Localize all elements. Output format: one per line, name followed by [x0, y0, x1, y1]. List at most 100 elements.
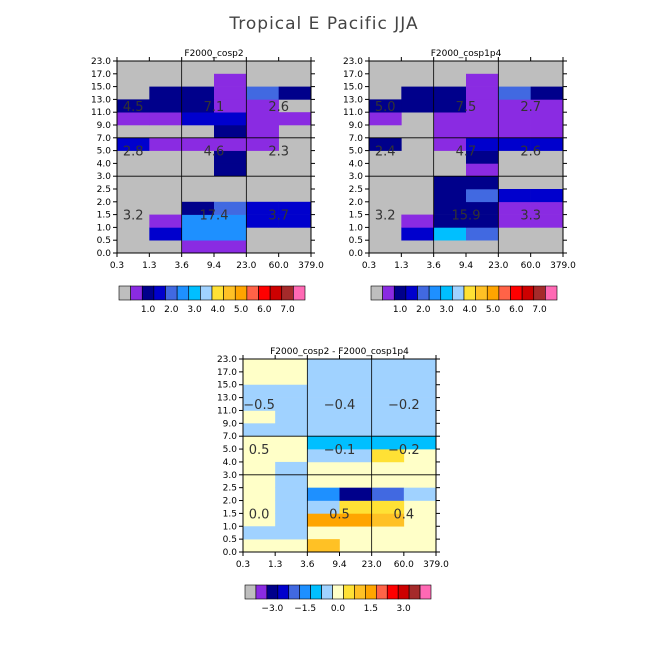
colorbar-label: 6.0: [509, 305, 524, 315]
colorbar-swatch: [130, 285, 143, 301]
heatmap-cell: [214, 214, 247, 228]
heatmap-cell: [433, 86, 467, 100]
heatmap-cell: [530, 137, 564, 151]
heatmap-cell: [214, 201, 247, 215]
x-tick-label: 379.0: [423, 560, 449, 570]
heatmap-cell: [214, 137, 247, 151]
colorbar-swatch: [277, 584, 290, 600]
colorbar-swatch: [223, 285, 236, 301]
heatmap-cell: [433, 227, 467, 241]
heatmap-cell: [403, 359, 437, 373]
x-tick-label: 9.4: [332, 560, 347, 570]
x-tick-label: 3.6: [427, 261, 442, 271]
heatmap-cell: [403, 487, 437, 501]
heatmap-cell: [181, 86, 215, 100]
heatmap-cell: [466, 189, 499, 203]
y-tick-label: 4.0: [97, 159, 112, 169]
heatmap-cell: [149, 112, 182, 126]
y-tick-label: 7.0: [223, 432, 238, 442]
y-tick-label: 23.0: [91, 57, 111, 67]
y-tick-label: 13.0: [217, 394, 237, 404]
y-tick-label: 23.0: [217, 355, 237, 365]
heatmap-cell: [466, 176, 499, 190]
heatmap-cell: [243, 526, 276, 540]
heatmap-cell: [246, 125, 279, 139]
region-mean-label: −0.4: [324, 398, 356, 413]
heatmap-cell: [339, 436, 372, 450]
heatmap-cell: [214, 73, 247, 87]
heatmap-cell: [466, 86, 499, 100]
heatmap-cell: [498, 189, 531, 203]
colorbar-swatch: [375, 584, 388, 600]
heatmap-cell: [246, 137, 279, 151]
heatmap-cell: [498, 99, 531, 113]
heatmap-cell: [278, 112, 312, 126]
region-mean-label: 2.7: [520, 100, 541, 115]
heatmap-cell: [181, 137, 215, 151]
heatmap-cell: [307, 410, 340, 424]
heatmap-cell: [466, 201, 499, 215]
heatmap-cell: [371, 487, 405, 501]
heatmap-cell: [307, 384, 340, 398]
heatmap-cell: [433, 176, 467, 190]
heatmap-cell: [275, 500, 308, 514]
heatmap-cell: [117, 99, 150, 113]
x-tick-label: 3.6: [300, 560, 315, 570]
heatmap-cell: [403, 397, 437, 411]
heatmap-cell: [433, 112, 467, 126]
y-tick-label: 1.0: [97, 223, 112, 233]
heatmap-cell: [530, 99, 564, 113]
region-mean-label: 15.9: [452, 209, 481, 224]
y-tick-label: 23.0: [343, 57, 363, 67]
region-mean-label: 0.4: [393, 507, 414, 522]
heatmap-cell: [403, 384, 437, 398]
colorbar-swatch: [417, 285, 430, 301]
x-tick-label: 9.4: [459, 261, 474, 271]
region-mean-label: 0.5: [329, 507, 350, 522]
colorbar-swatch: [299, 584, 311, 600]
colorbar-label: 2.0: [164, 305, 179, 315]
y-tick-label: 2.0: [97, 198, 112, 208]
heatmap-panel-2: 0.3 1.3 3.6 9.4 23.0 60.0 379.0 0.0 0.5 1.0 1.5 2.0…: [343, 49, 576, 271]
y-tick-label: 7.0: [349, 134, 364, 144]
colorbar-swatch: [365, 584, 377, 600]
heatmap-cell: [181, 201, 215, 215]
y-tick-label: 15.0: [217, 381, 237, 391]
region-mean-label: −0.5: [243, 398, 275, 413]
y-tick-label: 1.0: [223, 522, 238, 532]
heatmap-cell: [307, 500, 340, 514]
colorbar-swatch: [266, 584, 279, 600]
x-tick-label: 9.4: [207, 261, 222, 271]
region-mean-label: −0.2: [388, 398, 420, 413]
colorbar: 1.0 2.0 3.0 4.0 5.0 6.0 7.0: [370, 285, 558, 315]
heatmap-cell: [307, 397, 340, 411]
heatmap-cell: [466, 227, 499, 241]
colorbar-label: 0.0: [331, 604, 346, 614]
y-tick-label: 17.0: [217, 368, 237, 378]
colorbar-swatch: [386, 584, 399, 600]
heatmap-cell: [214, 125, 247, 139]
colorbar-swatch: [293, 285, 306, 301]
x-tick-label: 23.0: [362, 560, 382, 570]
y-tick-label: 3.0: [97, 172, 112, 182]
colorbar-swatch: [269, 285, 283, 301]
heatmap-cell: [275, 513, 308, 527]
heatmap-cell: [530, 125, 564, 139]
region-mean-label: 0.0: [249, 507, 270, 522]
heatmap-cell: [433, 99, 467, 113]
heatmap-cell: [403, 410, 437, 424]
colorbar-label: 1.0: [141, 305, 156, 315]
colorbar-label: 7.0: [280, 305, 295, 315]
heatmap-cell: [181, 112, 215, 126]
heatmap-cell: [275, 384, 308, 398]
heatmap-cell: [466, 73, 499, 87]
heatmap-cell: [498, 112, 531, 126]
heatmap-cell: [307, 449, 340, 463]
colorbar-swatch: [382, 285, 395, 301]
heatmap-cell: [307, 423, 340, 437]
heatmap-cell: [401, 214, 434, 228]
panel-title: F2000_cosp2 - F2000_cosp1p4: [270, 347, 409, 357]
y-tick-label: 0.5: [223, 535, 237, 545]
heatmap-cell: [214, 86, 247, 100]
colorbar-swatch: [188, 285, 201, 301]
